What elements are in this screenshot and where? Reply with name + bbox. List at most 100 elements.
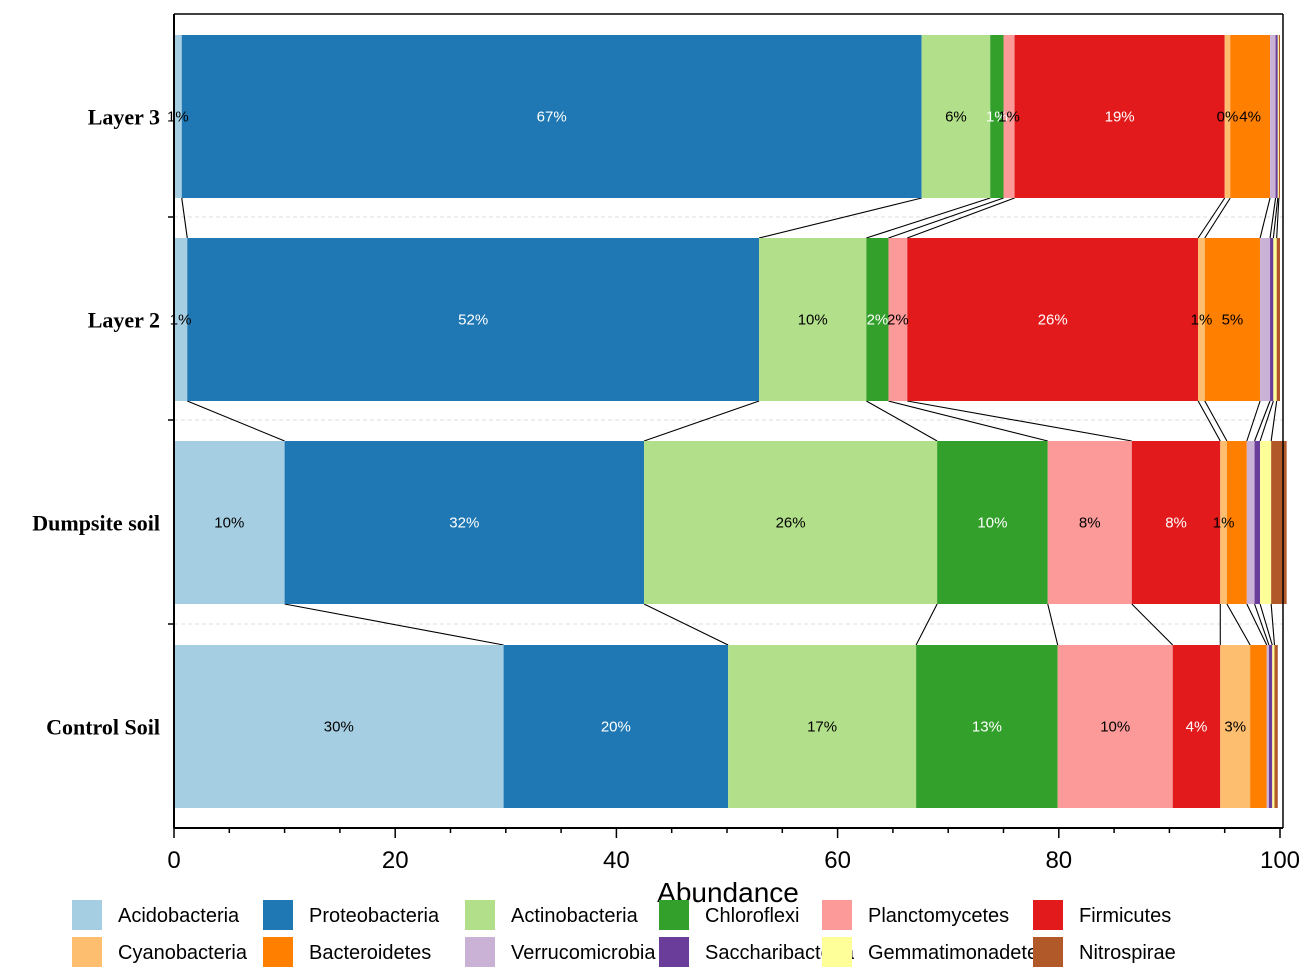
connector-lines bbox=[181, 197, 1280, 646]
x-tick-label: 100 bbox=[1260, 847, 1300, 874]
data-label: 13% bbox=[972, 719, 1002, 736]
bar-segment-gemmatimonadetes bbox=[1272, 645, 1275, 808]
bar-segment-chloroflexi bbox=[990, 35, 1004, 198]
bar-segment-proteobacteria bbox=[503, 645, 729, 808]
data-label: 1% bbox=[1191, 312, 1213, 329]
bar-segment-bacteroidetes bbox=[1204, 238, 1261, 401]
bar-segment-chloroflexi bbox=[866, 238, 889, 401]
bar-segment-gemmatimonadetes bbox=[1277, 35, 1279, 198]
data-label: 1% bbox=[170, 312, 192, 329]
bar-segment-gemmatimonadetes bbox=[1260, 441, 1272, 604]
x-tick-label: 0 bbox=[167, 847, 180, 874]
bar-segment-firmicutes bbox=[1014, 35, 1225, 198]
connector-line bbox=[643, 400, 760, 442]
y-axis-labels: Layer 3 Layer 2 Dumpsite soil Control Soil bbox=[32, 105, 160, 740]
legend-swatch bbox=[72, 900, 102, 930]
connector-line bbox=[1272, 197, 1279, 239]
connector-line bbox=[1131, 603, 1174, 646]
data-label: 32% bbox=[449, 515, 479, 532]
bar-segment-acidobacteria bbox=[174, 645, 504, 808]
bar-segment-verrucomicrobia bbox=[1266, 645, 1269, 808]
data-label: 1% bbox=[167, 109, 189, 126]
data-label: 1% bbox=[1213, 515, 1235, 532]
bar-segment-bacteroidetes bbox=[1250, 645, 1267, 808]
bar-segment-cyanobacteria bbox=[1220, 441, 1227, 604]
legend-swatch bbox=[822, 900, 852, 930]
bar-segment-firmicutes bbox=[1172, 645, 1221, 808]
connector-line bbox=[866, 197, 991, 239]
legend-swatch bbox=[1033, 900, 1063, 930]
legend-label: Bacteroidetes bbox=[309, 942, 431, 964]
data-label: 67% bbox=[537, 109, 567, 126]
connector-line bbox=[1197, 400, 1221, 442]
bar-segment-saccharibacteria bbox=[1254, 441, 1261, 604]
x-tick-label: 80 bbox=[1045, 847, 1072, 874]
data-label: 1% bbox=[998, 109, 1020, 126]
bar-segment-planctomycetes bbox=[888, 238, 908, 401]
connector-line bbox=[1204, 400, 1228, 442]
connector-line bbox=[1047, 603, 1059, 646]
data-label: 0% bbox=[1217, 109, 1239, 126]
bar-segment-bacteroidetes bbox=[1226, 441, 1247, 604]
bar-segment-verrucomicrobia bbox=[1246, 441, 1255, 604]
legend-label: Proteobacteria bbox=[309, 905, 440, 927]
legend-swatch bbox=[822, 937, 852, 967]
x-tick-label: 60 bbox=[824, 847, 851, 874]
connector-line bbox=[888, 197, 1004, 239]
bar-segment-gemmatimonadetes bbox=[1273, 238, 1277, 401]
legend-label: Acidobacteria bbox=[118, 905, 240, 927]
connector-line bbox=[1246, 603, 1268, 646]
bar-segment-cyanobacteria bbox=[1198, 238, 1205, 401]
connector-line bbox=[187, 400, 285, 442]
data-label: 10% bbox=[798, 312, 828, 329]
bar-segment-nitrospirae bbox=[1271, 441, 1287, 604]
connector-line bbox=[284, 603, 504, 646]
bar-segment-acidobacteria bbox=[174, 35, 182, 198]
bar-segment-verrucomicrobia bbox=[1260, 238, 1271, 401]
x-tick-label: 40 bbox=[603, 847, 630, 874]
data-label: 26% bbox=[1038, 312, 1068, 329]
connector-line bbox=[915, 603, 938, 646]
legend-swatch bbox=[465, 937, 495, 967]
bars bbox=[174, 35, 1287, 808]
legend-swatch bbox=[263, 900, 293, 930]
bar-segment-actinobacteria bbox=[921, 35, 991, 198]
x-axis-ticks: 0 20 40 60 80 100 bbox=[167, 216, 1300, 874]
legend-swatch bbox=[659, 900, 689, 930]
category-label: Layer 3 bbox=[88, 105, 160, 130]
bar-segment-planctomycetes bbox=[1003, 35, 1015, 198]
legend-label: Saccharibacteria bbox=[705, 942, 855, 964]
category-label: Control Soil bbox=[46, 715, 160, 740]
legend-swatch bbox=[659, 937, 689, 967]
legend-swatch bbox=[465, 900, 495, 930]
x-tick-label: 20 bbox=[382, 847, 409, 874]
data-label: 1% bbox=[986, 109, 1008, 126]
connector-line bbox=[181, 197, 188, 239]
connector-line bbox=[1197, 197, 1226, 239]
bar-segment-bacteroidetes bbox=[1230, 35, 1271, 198]
data-label: 52% bbox=[458, 312, 488, 329]
bar-segment-nitrospirae bbox=[1274, 645, 1278, 808]
connector-line bbox=[1269, 197, 1277, 239]
connector-line bbox=[1254, 603, 1270, 646]
axes bbox=[173, 13, 1284, 829]
bar-segment-nitrospirae bbox=[1278, 35, 1280, 198]
data-label: 10% bbox=[1100, 719, 1130, 736]
legend-swatch bbox=[1033, 937, 1063, 967]
bar-segment-nitrospirae bbox=[1276, 238, 1280, 401]
legend-label: Firmicutes bbox=[1079, 905, 1171, 927]
legend-swatch bbox=[263, 937, 293, 967]
bar-segment-cyanobacteria bbox=[1220, 645, 1251, 808]
connector-line bbox=[1246, 400, 1261, 442]
legend-label: Gemmatimonadetes bbox=[868, 942, 1048, 964]
connector-line bbox=[888, 400, 1048, 442]
bar-segment-chloroflexi bbox=[916, 645, 1058, 808]
data-label: 20% bbox=[601, 719, 631, 736]
connector-line bbox=[866, 400, 938, 442]
connector-line bbox=[1259, 400, 1274, 442]
data-label: 2% bbox=[867, 312, 889, 329]
connector-line bbox=[1259, 603, 1273, 646]
connector-line bbox=[1270, 603, 1276, 646]
legend-label: Verrucomicrobia bbox=[511, 942, 656, 964]
